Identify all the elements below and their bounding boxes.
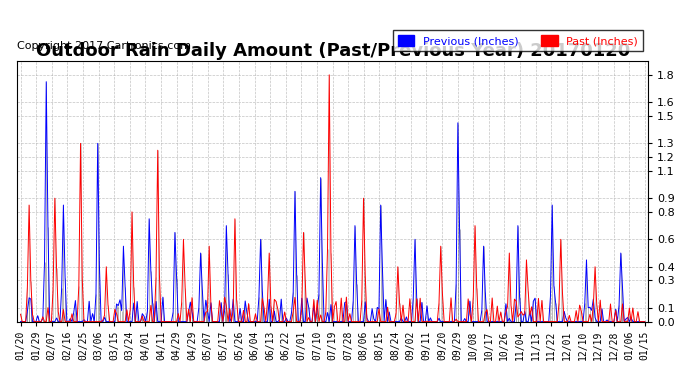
Text: Copyright 2017 Cartronics.com: Copyright 2017 Cartronics.com <box>17 41 191 51</box>
Legend: Previous (Inches), Past (Inches): Previous (Inches), Past (Inches) <box>393 30 642 51</box>
Title: Outdoor Rain Daily Amount (Past/Previous Year) 20170120: Outdoor Rain Daily Amount (Past/Previous… <box>35 42 630 60</box>
